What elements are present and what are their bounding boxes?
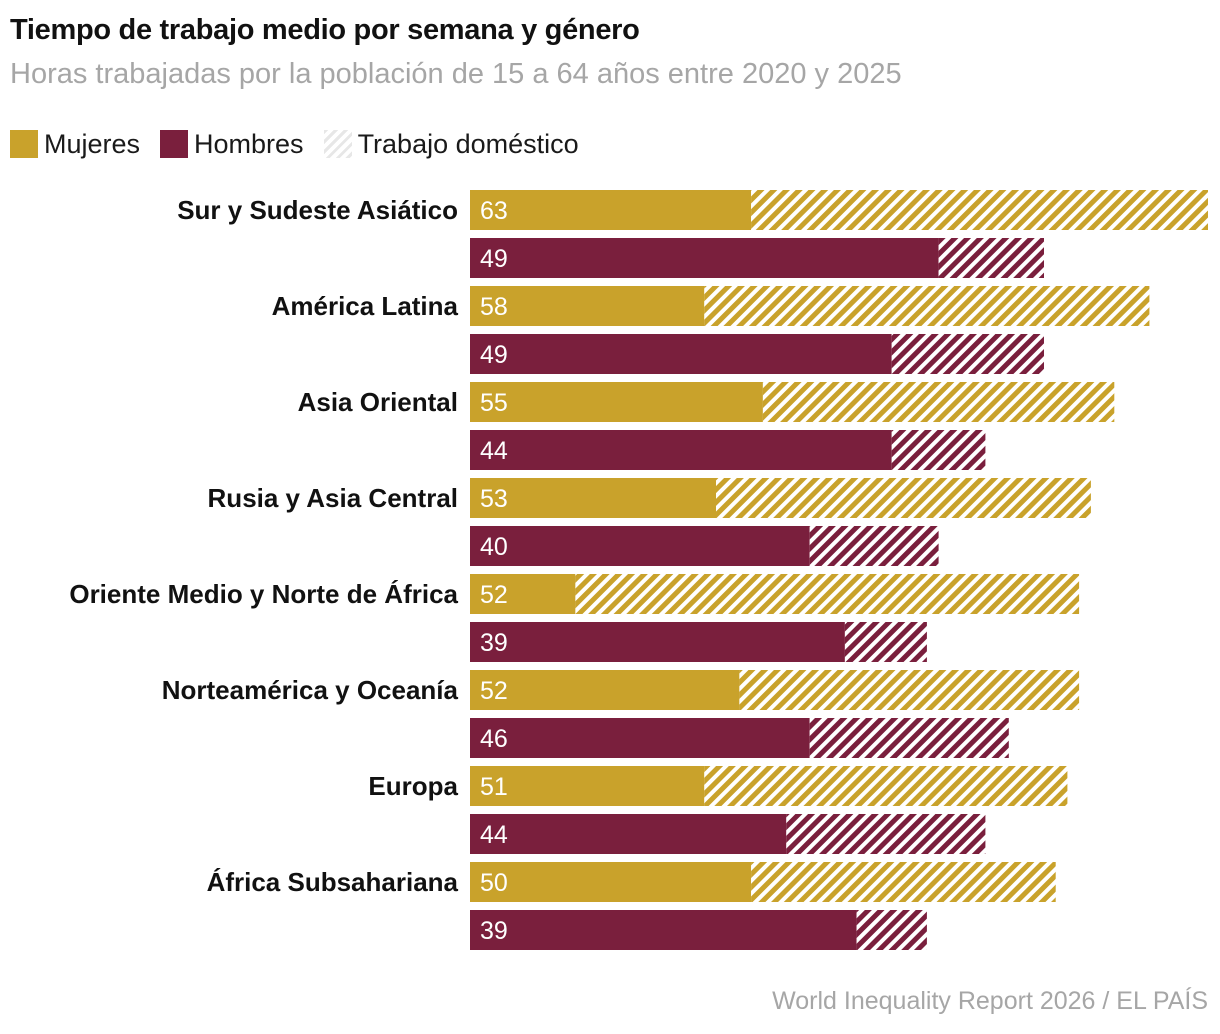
bar-mujeres-domestic-asia-oriental	[762, 382, 1115, 422]
bar-hombres-domestic-africa-subsahariana	[856, 910, 927, 950]
category-label-rusia-y-asia-central: Rusia y Asia Central	[208, 483, 458, 513]
source-note: World Inequality Report 2026 / EL PAÍS	[772, 987, 1208, 1015]
legend-swatch-trabajo-domestico	[323, 130, 352, 158]
bars-layer: Sur y Sudeste Asiático 63 49 América Latina…	[69, 190, 1208, 950]
legend: Mujeres Hombres Trabajo doméstico	[10, 126, 599, 162]
bar-hombres-domestic-sur-y-sudeste-asiatico	[938, 238, 1044, 278]
chart-title: Tiempo de trabajo medio por semana y gén…	[10, 14, 640, 46]
category-label-europa: Europa	[368, 771, 458, 801]
chart-subtitle: Horas trabajadas por la población de 15 …	[10, 58, 902, 90]
bar-hombres-paid-asia-oriental	[470, 430, 892, 470]
value-label-hombres-america-latina: 49	[480, 341, 508, 369]
legend-item-mujeres: Mujeres	[10, 129, 140, 160]
legend-item-trabajo-domestico: Trabajo doméstico	[323, 128, 579, 160]
category-label-africa-subsahariana: África Subsahariana	[207, 867, 459, 897]
value-label-hombres-sur-y-sudeste-asiatico: 49	[480, 245, 508, 273]
value-label-hombres-norteamerica-y-oceania: 46	[480, 725, 508, 753]
value-label-hombres-africa-subsahariana: 39	[480, 917, 508, 945]
bar-hombres-domestic-america-latina	[891, 334, 1044, 374]
bar-mujeres-paid-norteamerica-y-oceania	[470, 670, 740, 710]
bar-hombres-paid-america-latina	[470, 334, 892, 374]
bar-mujeres-domestic-norteamerica-y-oceania	[739, 670, 1080, 710]
value-label-mujeres-america-latina: 58	[480, 293, 508, 321]
bar-hombres-domestic-europa	[786, 814, 986, 854]
bar-mujeres-paid-america-latina	[470, 286, 705, 326]
bar-chart: Sur y Sudeste Asiático 63 49 América Latina…	[69, 190, 1208, 950]
bar-hombres-paid-oriente-medio-y-norte-de-africa	[470, 622, 845, 662]
bar-hombres-paid-africa-subsahariana	[470, 910, 857, 950]
bar-mujeres-paid-africa-subsahariana	[470, 862, 752, 902]
value-label-mujeres-norteamerica-y-oceania: 52	[480, 677, 508, 705]
legend-label-hombres: Hombres	[194, 128, 304, 159]
value-label-mujeres-africa-subsahariana: 50	[480, 869, 508, 897]
legend-swatch-mujeres	[10, 130, 38, 158]
value-label-hombres-europa: 44	[480, 821, 508, 849]
legend-swatch-hombres	[160, 130, 189, 158]
value-label-mujeres-sur-y-sudeste-asiatico: 63	[480, 197, 508, 225]
legend-label-mujeres: Mujeres	[44, 128, 141, 159]
bar-mujeres-domestic-africa-subsahariana	[751, 862, 1056, 902]
bar-mujeres-domestic-europa	[704, 766, 1068, 806]
legend-label-trabajo-domestico: Trabajo doméstico	[357, 128, 579, 159]
value-label-mujeres-rusia-y-asia-central: 53	[480, 485, 508, 513]
bar-mujeres-domestic-america-latina	[704, 286, 1150, 326]
bar-mujeres-paid-asia-oriental	[470, 382, 763, 422]
value-label-mujeres-asia-oriental: 55	[480, 389, 508, 417]
bar-hombres-paid-europa	[470, 814, 787, 854]
category-label-oriente-medio-y-norte-de-africa: Oriente Medio y Norte de África	[69, 579, 458, 609]
value-label-hombres-oriente-medio-y-norte-de-africa: 39	[480, 629, 508, 657]
category-label-asia-oriental: Asia Oriental	[298, 387, 458, 417]
value-label-mujeres-europa: 51	[480, 773, 508, 801]
value-label-mujeres-oriente-medio-y-norte-de-africa: 52	[480, 581, 508, 609]
category-label-sur-y-sudeste-asiatico: Sur y Sudeste Asiático	[177, 195, 458, 225]
value-label-hombres-rusia-y-asia-central: 40	[480, 533, 508, 561]
bar-mujeres-paid-rusia-y-asia-central	[470, 478, 716, 518]
bar-hombres-domestic-rusia-y-asia-central	[809, 526, 939, 566]
bar-mujeres-paid-europa	[470, 766, 705, 806]
bar-hombres-paid-sur-y-sudeste-asiatico	[470, 238, 939, 278]
bar-mujeres-paid-sur-y-sudeste-asiatico	[470, 190, 752, 230]
bar-hombres-domestic-asia-oriental	[891, 430, 986, 470]
bar-hombres-paid-rusia-y-asia-central	[470, 526, 810, 566]
bar-mujeres-domestic-oriente-medio-y-norte-de-africa	[575, 574, 1080, 614]
bar-hombres-domestic-oriente-medio-y-norte-de-africa	[844, 622, 927, 662]
category-label-norteamerica-y-oceania: Norteamérica y Oceanía	[162, 675, 459, 705]
value-label-hombres-asia-oriental: 44	[480, 437, 508, 465]
bar-hombres-paid-norteamerica-y-oceania	[470, 718, 810, 758]
bar-mujeres-paid-oriente-medio-y-norte-de-africa	[470, 574, 576, 614]
bar-mujeres-domestic-sur-y-sudeste-asiatico	[751, 190, 1208, 230]
category-label-america-latina: América Latina	[272, 291, 459, 321]
bar-hombres-domestic-norteamerica-y-oceania	[809, 718, 1009, 758]
legend-item-hombres: Hombres	[160, 129, 304, 160]
bar-mujeres-domestic-rusia-y-asia-central	[716, 478, 1091, 518]
